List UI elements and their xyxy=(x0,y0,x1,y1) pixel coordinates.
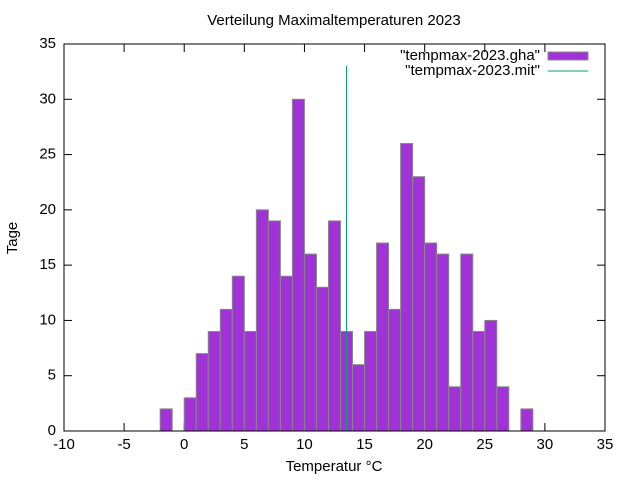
y-tick-label: 20 xyxy=(39,201,56,218)
bar xyxy=(436,253,450,432)
bar xyxy=(484,319,498,432)
bar xyxy=(352,364,366,432)
bar xyxy=(388,308,402,432)
bar xyxy=(255,209,269,432)
x-tick-label: 5 xyxy=(240,436,248,453)
bar xyxy=(315,286,329,432)
bar xyxy=(219,308,233,432)
x-tick-label: 35 xyxy=(597,436,614,453)
plot-border xyxy=(63,43,606,432)
bar xyxy=(159,408,173,432)
bar xyxy=(243,330,257,432)
bar xyxy=(496,386,510,432)
x-axis-label: Temperatur °C xyxy=(286,458,383,475)
bar xyxy=(303,253,317,432)
y-tick-label: 10 xyxy=(39,311,56,328)
x-tick-label: 15 xyxy=(356,436,373,453)
legend-label: "tempmax-2023.gha" xyxy=(400,47,540,64)
bar xyxy=(364,330,378,432)
bar xyxy=(424,242,438,432)
bar xyxy=(207,330,221,432)
bar xyxy=(400,143,414,432)
x-tick-label: 20 xyxy=(416,436,433,453)
y-axis-label: Tage xyxy=(4,222,21,255)
y-tick-label: 30 xyxy=(39,90,56,107)
bar xyxy=(231,275,245,432)
bar xyxy=(195,353,209,432)
bar xyxy=(291,98,305,432)
bar xyxy=(460,253,474,432)
bar xyxy=(376,242,390,432)
y-tick-label: 25 xyxy=(39,146,56,163)
y-tick-label: 0 xyxy=(48,422,56,439)
bar xyxy=(183,397,197,432)
legend-label: "tempmax-2023.mit" xyxy=(405,62,540,79)
bar xyxy=(412,176,426,432)
bar xyxy=(472,330,486,432)
y-tick-label: 35 xyxy=(39,35,56,52)
bar xyxy=(279,275,293,432)
x-tick-label: 30 xyxy=(537,436,554,453)
bar xyxy=(267,220,281,432)
bar xyxy=(327,220,342,432)
legend-swatch xyxy=(547,51,589,61)
bar xyxy=(520,408,534,432)
y-tick-label: 15 xyxy=(39,256,56,273)
x-tick-label: 0 xyxy=(180,436,188,453)
bar xyxy=(448,386,462,432)
x-tick-label: -5 xyxy=(117,436,130,453)
x-tick-label: 25 xyxy=(476,436,493,453)
x-tick-label: 10 xyxy=(296,436,313,453)
chart-title: Verteilung Maximaltemperaturen 2023 xyxy=(207,12,460,29)
y-tick-label: 5 xyxy=(48,367,56,384)
x-tick-label: -10 xyxy=(53,436,75,453)
